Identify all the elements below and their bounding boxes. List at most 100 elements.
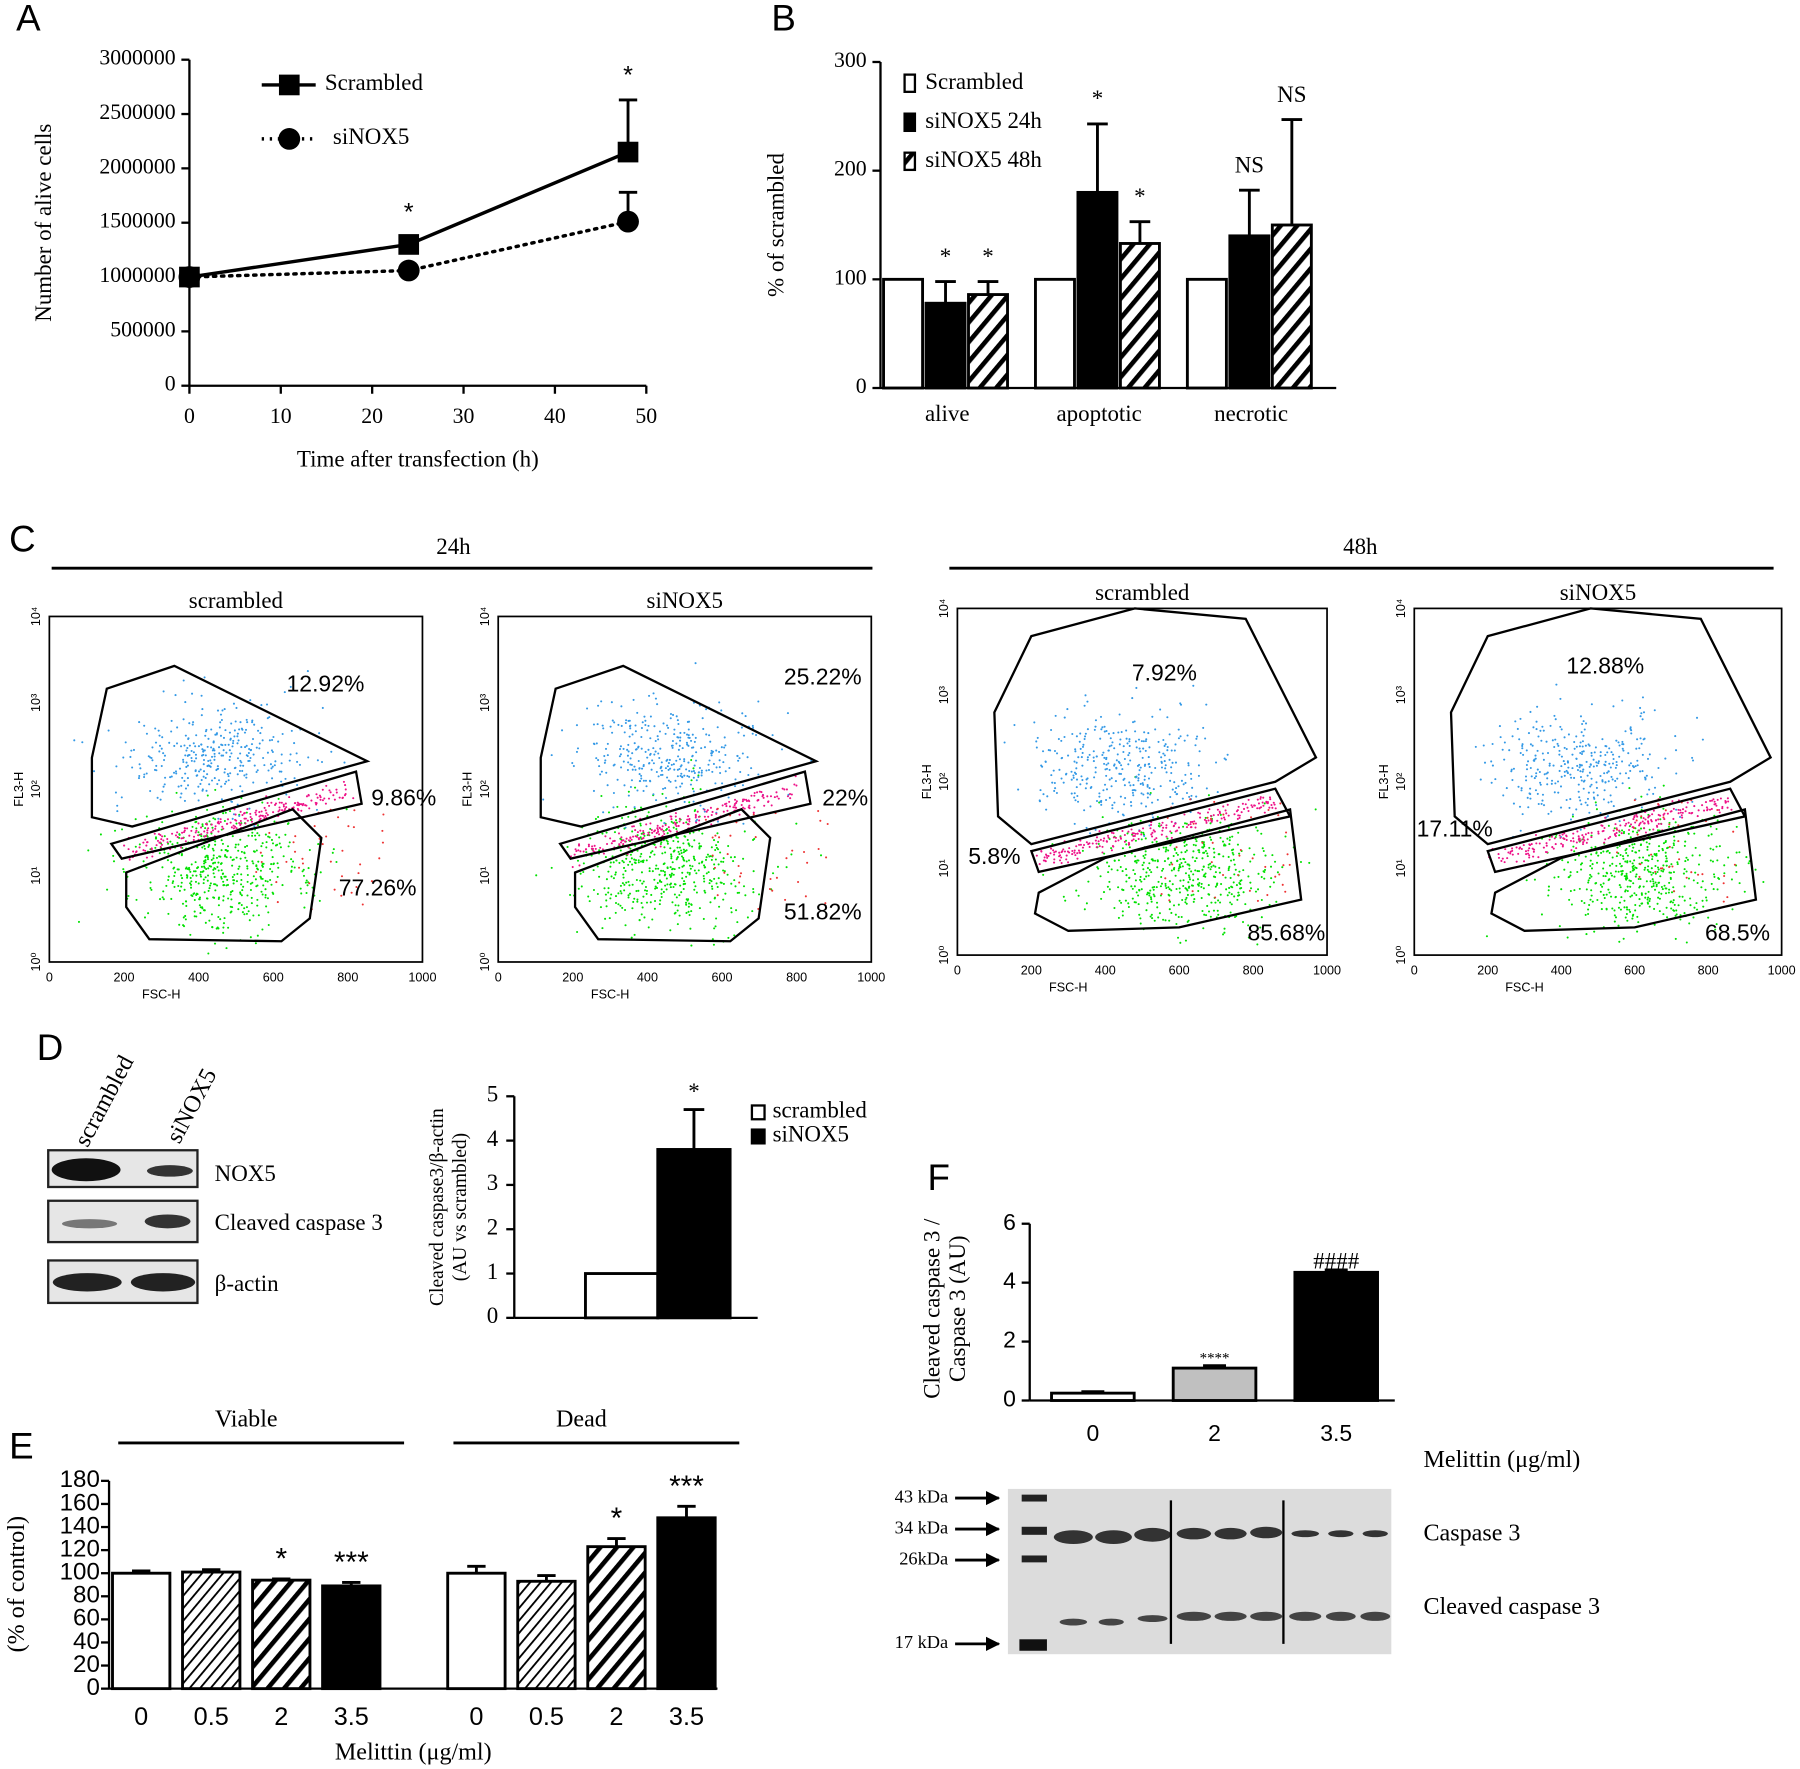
event-dot [200,743,203,746]
event-dot [1198,812,1201,815]
event-dot [1693,805,1696,808]
event-dot [609,897,612,900]
event-dot [642,859,645,862]
event-dot [1102,789,1105,792]
event-dot [770,804,773,807]
event-dot [1197,764,1200,767]
event-dot [1610,874,1613,877]
event-dot [1615,760,1618,764]
event-dot [1639,844,1642,847]
event-dot [1190,794,1193,797]
event-dot [1058,855,1061,858]
event-dot [296,783,299,787]
event-dot [1563,763,1566,766]
event-dot [234,766,237,769]
x-tick-label: 800 [337,970,358,984]
event-dot [1140,802,1143,805]
event-dot [217,830,220,833]
event-dot [631,830,634,833]
event-dot [1107,871,1110,874]
event-dot [114,791,117,794]
event-dot [1678,895,1681,898]
event-dot [1717,877,1720,880]
event-dot [1705,899,1708,902]
event-dot [1130,885,1133,888]
event-dot [663,874,666,877]
event-dot [1138,913,1141,916]
event-dot [288,759,291,762]
event-dot [672,850,676,853]
event-dot [660,761,663,764]
event-dot [307,756,310,759]
event-dot [169,776,172,779]
event-dot [217,822,221,825]
lane-label: scrambled [70,1051,139,1151]
event-dot [1623,899,1626,902]
event-dot [1113,801,1116,804]
event-dot [1569,773,1572,776]
event-dot [227,926,230,929]
event-dot [236,757,240,760]
event-dot [323,797,326,800]
event-dot [1714,928,1717,931]
event-dot [338,796,341,799]
event-dot [675,759,678,762]
event-dot [239,759,242,762]
event-dot [1134,730,1137,733]
event-dot [1244,803,1247,806]
event-dot [249,815,252,819]
y-axis-label: (% of control) [4,1516,30,1652]
event-dot [740,804,743,807]
event-dot [1269,865,1273,868]
event-dot [752,726,755,729]
event-dot [1141,827,1145,830]
event-dot [1188,878,1192,881]
event-dot [1599,774,1602,778]
event-dot [582,862,585,865]
event-dot [1644,892,1647,895]
event-dot [1611,907,1614,910]
event-dot [1527,760,1530,763]
event-dot [1691,756,1694,759]
legend-label: siNOX5 24h [925,108,1042,133]
event-dot [263,806,266,809]
event-dot [1108,778,1111,781]
event-dot [1131,897,1134,900]
event-dot [214,840,217,843]
event-dot [645,901,649,904]
event-dot [1087,880,1090,883]
event-dot [1124,899,1127,902]
event-dot [218,752,221,755]
event-dot [1583,827,1586,830]
event-dot [1621,829,1624,832]
event-dot [1631,862,1634,865]
event-dot [1109,737,1112,740]
event-dot [1695,716,1699,719]
event-dot [627,815,630,818]
event-dot [134,845,137,848]
event-dot [144,838,147,841]
event-dot [1674,735,1677,738]
event-dot [172,771,176,774]
event-dot [819,819,822,822]
event-dot [1247,936,1250,939]
event-dot [279,846,282,849]
event-dot [1648,842,1651,845]
event-dot [1160,761,1163,764]
event-dot [234,720,237,723]
event-dot [158,744,162,747]
event-dot [614,873,617,876]
event-dot [1168,863,1171,866]
event-dot [1056,752,1059,755]
event-dot [1121,847,1124,850]
event-dot [687,910,690,913]
event-dot [242,764,245,767]
blot-band [61,1219,118,1229]
x-tick-label: 600 [1624,963,1645,977]
event-dot [654,846,657,849]
event-dot [1125,729,1128,732]
event-dot [204,856,207,859]
y-axis-label: FL3-H [12,772,26,807]
event-dot [120,828,124,831]
event-dot [1269,798,1272,801]
